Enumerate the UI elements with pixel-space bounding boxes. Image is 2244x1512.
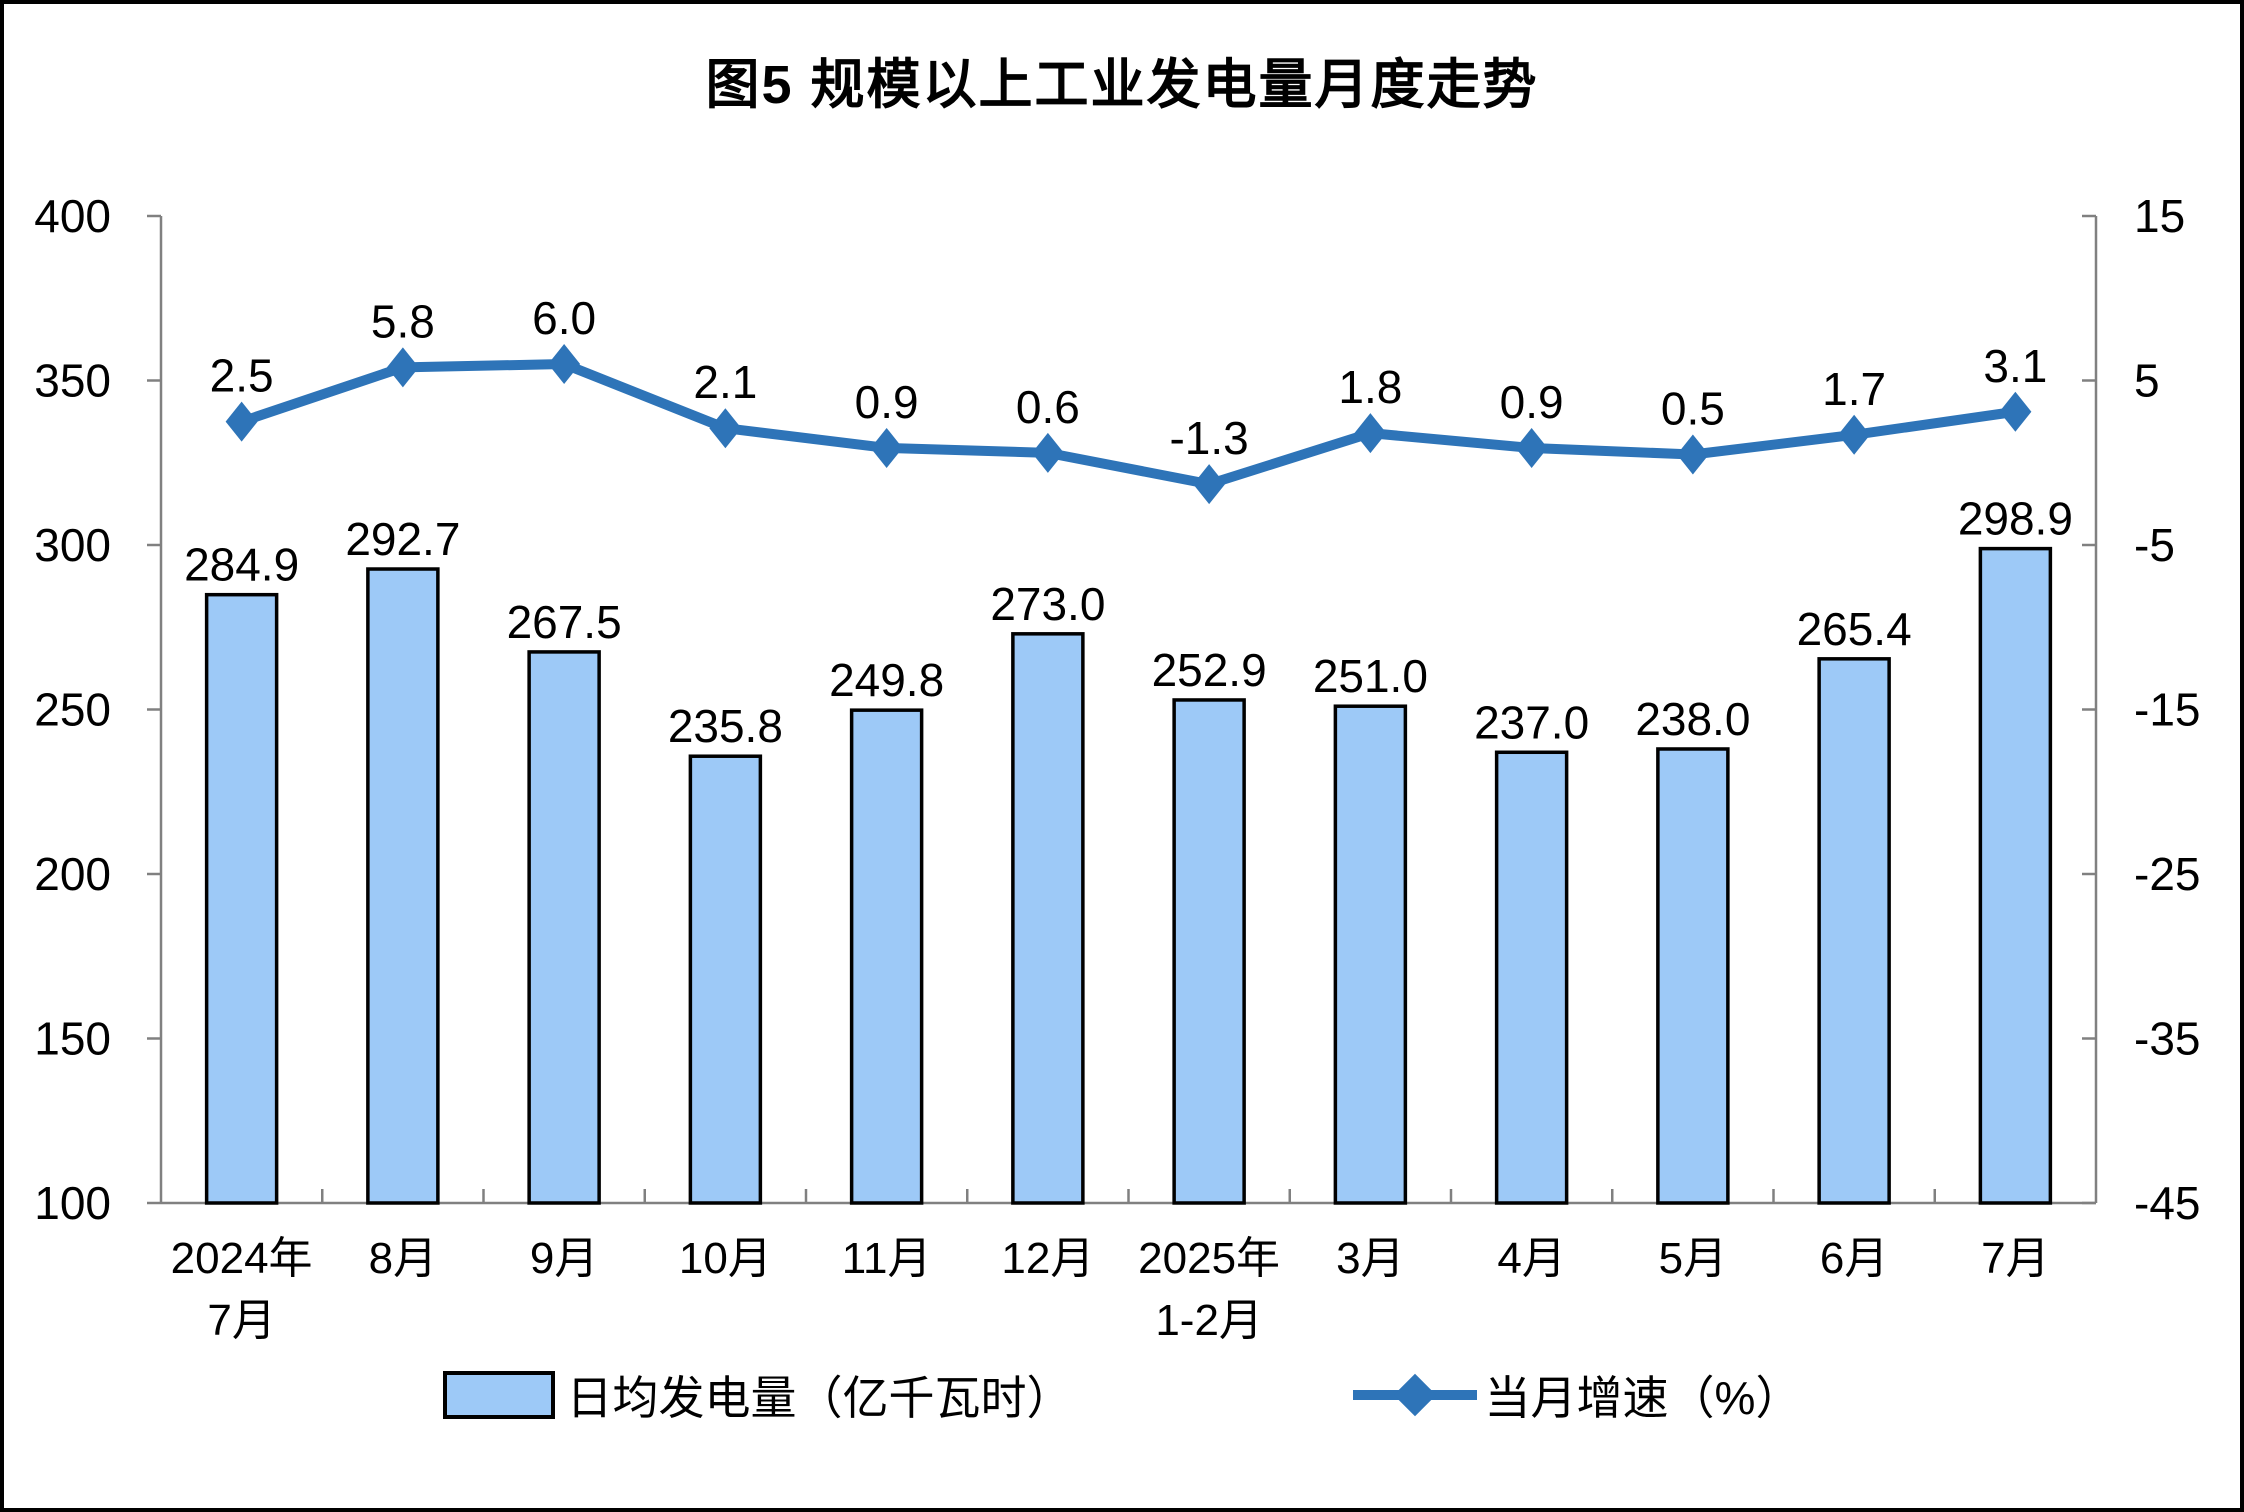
left-axis-tick-label: 150 xyxy=(34,1013,111,1065)
right-axis-tick-label: -45 xyxy=(2134,1177,2200,1229)
bar xyxy=(849,708,924,1205)
diamond-marker-icon xyxy=(225,401,258,442)
x-axis-label: 8月 xyxy=(369,1234,437,1283)
bar-value-label: 298.9 xyxy=(1958,493,2073,545)
bar-series-swatch xyxy=(442,1371,555,1419)
right-axis-tick-label: -25 xyxy=(2134,848,2200,900)
x-axis-label: 7月 xyxy=(1981,1234,2049,1283)
bar xyxy=(1333,704,1408,1205)
x-axis-label: 3月 xyxy=(1336,1234,1404,1283)
line-value-label: -1.3 xyxy=(1169,412,1248,464)
line-series-label: 当月增速（%） xyxy=(1484,1372,1802,1424)
bar-value-label: 273.0 xyxy=(990,578,1105,630)
bar xyxy=(1172,698,1246,1205)
bar-value-label: 252.9 xyxy=(1152,644,1267,696)
right-axis-tick-label: -15 xyxy=(2134,684,2200,736)
left-axis-tick-label: 350 xyxy=(34,355,111,407)
bar xyxy=(204,592,279,1205)
diamond-marker-icon xyxy=(1838,414,1871,455)
x-axis-label: 1-2月 xyxy=(1155,1296,1263,1345)
bar-value-label: 235.8 xyxy=(668,700,783,752)
line-value-label: 2.5 xyxy=(210,350,274,402)
right-axis-tick-label: 5 xyxy=(2134,355,2160,407)
bar-value-label: 237.0 xyxy=(1474,696,1589,748)
diamond-marker-icon xyxy=(870,427,903,468)
bar xyxy=(688,754,763,1205)
diamond-marker-icon xyxy=(1354,413,1387,454)
line-value-label: 0.6 xyxy=(1016,381,1080,433)
bar xyxy=(1494,750,1569,1205)
right-axis-tick-label: -5 xyxy=(2134,519,2175,571)
legend-item-line-series: 当月增速（%） xyxy=(1352,1362,1802,1428)
x-axis-label: 10月 xyxy=(679,1234,772,1283)
x-axis-label: 2024年 xyxy=(171,1234,313,1283)
line-value-label: 1.7 xyxy=(1822,363,1886,415)
line-value-label: 0.9 xyxy=(1500,376,1564,428)
x-axis-label: 9月 xyxy=(530,1234,598,1283)
growth-line xyxy=(240,359,2017,490)
diamond-marker-icon xyxy=(386,347,419,388)
diamond-marker-icon xyxy=(548,344,581,385)
diamond-marker-icon xyxy=(1193,464,1226,505)
diamond-marker-icon xyxy=(709,408,742,449)
bar-value-label: 238.0 xyxy=(1635,693,1750,745)
x-axis-label: 11月 xyxy=(842,1234,932,1283)
diamond-marker-icon xyxy=(1393,1373,1436,1417)
left-axis-tick-label: 200 xyxy=(34,848,111,900)
chart-title: 图5 规模以上工业发电量月度走势 xyxy=(705,55,1539,115)
left-axis-tick-label: 300 xyxy=(34,519,111,571)
chart-plot: 400 350 300 250 200 150 100 15 5 -5 -15 -25 -35 -45 20… xyxy=(34,190,2200,1345)
bar xyxy=(1656,747,1730,1205)
bar xyxy=(366,567,440,1205)
bar xyxy=(527,650,601,1205)
bar xyxy=(1817,657,1891,1205)
line-value-label: 2.1 xyxy=(693,356,757,408)
bar-value-label: 265.4 xyxy=(1797,603,1912,655)
line-value-label: 5.8 xyxy=(371,295,435,347)
diamond-marker-icon xyxy=(1999,391,2032,432)
line-value-label: 6.0 xyxy=(532,292,596,344)
bar-value-label: 284.9 xyxy=(184,539,299,591)
line-value-label: 0.5 xyxy=(1661,383,1725,435)
left-axis-tick-label: 250 xyxy=(34,684,111,736)
diamond-marker-icon xyxy=(1676,434,1709,475)
right-axis-tick-label: -35 xyxy=(2134,1013,2200,1065)
line-value-label: 0.9 xyxy=(855,376,919,428)
x-axis-label: 5月 xyxy=(1659,1234,1727,1283)
diamond-marker-icon xyxy=(1515,427,1548,468)
bar-series-label: 日均发电量（亿千瓦时） xyxy=(566,1372,1073,1424)
bar-value-label: 292.7 xyxy=(345,513,460,565)
bar-value-label: 251.0 xyxy=(1313,650,1428,702)
bar-value-label: 249.8 xyxy=(829,654,944,706)
bar xyxy=(1011,632,1085,1205)
x-axis-label: 4月 xyxy=(1497,1234,1565,1283)
x-axis-label: 6月 xyxy=(1820,1234,1888,1283)
left-axis-tick-label: 100 xyxy=(34,1177,111,1229)
line-value-label: 3.1 xyxy=(1983,340,2047,392)
line-series-swatch xyxy=(1352,1373,1477,1417)
legend-item-bar-series: 日均发电量（亿千瓦时） xyxy=(442,1362,1073,1428)
line-value-label: 1.8 xyxy=(1338,361,1402,413)
right-axis-tick-label: 15 xyxy=(2134,190,2185,242)
x-axis-label: 2025年 xyxy=(1138,1234,1280,1283)
x-axis-label: 12月 xyxy=(1001,1234,1094,1283)
legend: 日均发电量（亿千瓦时） 当月增速（%） xyxy=(4,1362,2240,1428)
left-axis-tick-label: 400 xyxy=(34,190,111,242)
bar-value-label: 267.5 xyxy=(507,596,622,648)
diamond-marker-icon xyxy=(1031,432,1064,473)
x-axis-label: 7月 xyxy=(207,1296,275,1345)
bar xyxy=(1978,546,2053,1205)
